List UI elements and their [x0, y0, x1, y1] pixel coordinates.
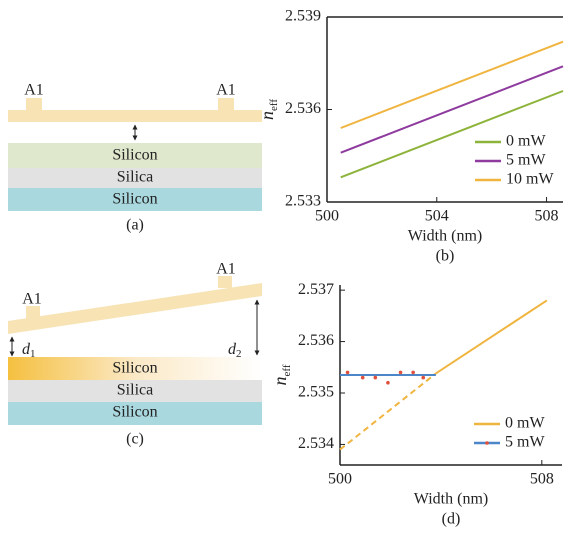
panel-c: A1 A1 d1 d2 Silicon Silica Silicon (c) — [8, 261, 262, 448]
layer-label: Silicon — [112, 404, 157, 421]
legend-label: 0 mW — [506, 133, 546, 150]
legend-label: 5 mW — [506, 152, 546, 169]
marker — [386, 381, 390, 385]
gap-label: d1 — [22, 341, 36, 360]
layer-label: Silicon — [112, 147, 157, 164]
line-segment — [341, 42, 563, 128]
legend-label: 5 mW — [505, 434, 545, 451]
y-axis-subscript: eff — [281, 364, 293, 376]
x-axis-label: Width (nm) — [408, 228, 482, 245]
marker — [374, 376, 378, 380]
y-axis-label: neff — [257, 99, 279, 120]
x-tick-label: 504 — [425, 208, 449, 225]
figure: A1 A1 Silicon Silica Silicon (a) A1 A1 d… — [0, 0, 572, 538]
legend-label: 0 mW — [505, 415, 545, 432]
layer-label: Silicon — [112, 360, 157, 377]
legend-label: 10 mW — [506, 171, 554, 188]
page: A1 A1 Silicon Silica Silicon (a) A1 A1 d… — [0, 0, 572, 538]
pad-label: A1 — [216, 261, 236, 278]
y-axis-label: neff — [270, 364, 292, 385]
x-tick-label: 508 — [535, 208, 559, 225]
layer-label: Silica — [117, 382, 153, 399]
y-axis-symbol: n — [257, 111, 277, 120]
caption: (c) — [126, 431, 144, 448]
beam — [8, 283, 262, 334]
marker — [361, 376, 365, 380]
y-tick-label: 2.536 — [285, 100, 321, 117]
y-tick-label: 2.539 — [285, 8, 321, 25]
y-tick-label: 2.535 — [298, 384, 334, 401]
pad — [218, 98, 234, 111]
line-segment — [436, 300, 547, 373]
marker — [399, 371, 403, 375]
beam — [8, 110, 262, 122]
x-tick-label: 500 — [315, 208, 339, 225]
y-tick-label: 2.534 — [298, 435, 334, 452]
y-tick-label: 2.536 — [298, 332, 334, 349]
layer-label: Silicon — [112, 191, 157, 208]
caption: (a) — [126, 217, 144, 234]
gap-label: d2 — [228, 341, 242, 360]
x-axis-label: Width (nm) — [414, 491, 488, 508]
caption: (b) — [436, 248, 455, 265]
marker — [411, 371, 415, 375]
pad-label: A1 — [24, 82, 44, 99]
marker — [346, 371, 350, 375]
caption: (d) — [442, 511, 461, 528]
panel-a: A1 A1 Silicon Silica Silicon (a) — [8, 82, 262, 234]
pad — [218, 276, 232, 288]
marker — [421, 376, 425, 380]
y-axis-subscript: eff — [268, 99, 280, 111]
legend-marker — [485, 441, 489, 445]
pad-label: A1 — [216, 82, 236, 99]
y-tick-label: 2.537 — [298, 281, 334, 298]
line-segment — [340, 373, 436, 449]
pad-label: A1 — [22, 291, 42, 308]
x-tick-label: 500 — [328, 471, 352, 488]
pad — [26, 98, 42, 111]
y-axis-symbol: n — [270, 377, 290, 386]
x-tick-label: 508 — [530, 471, 554, 488]
layer-label: Silica — [117, 169, 153, 186]
